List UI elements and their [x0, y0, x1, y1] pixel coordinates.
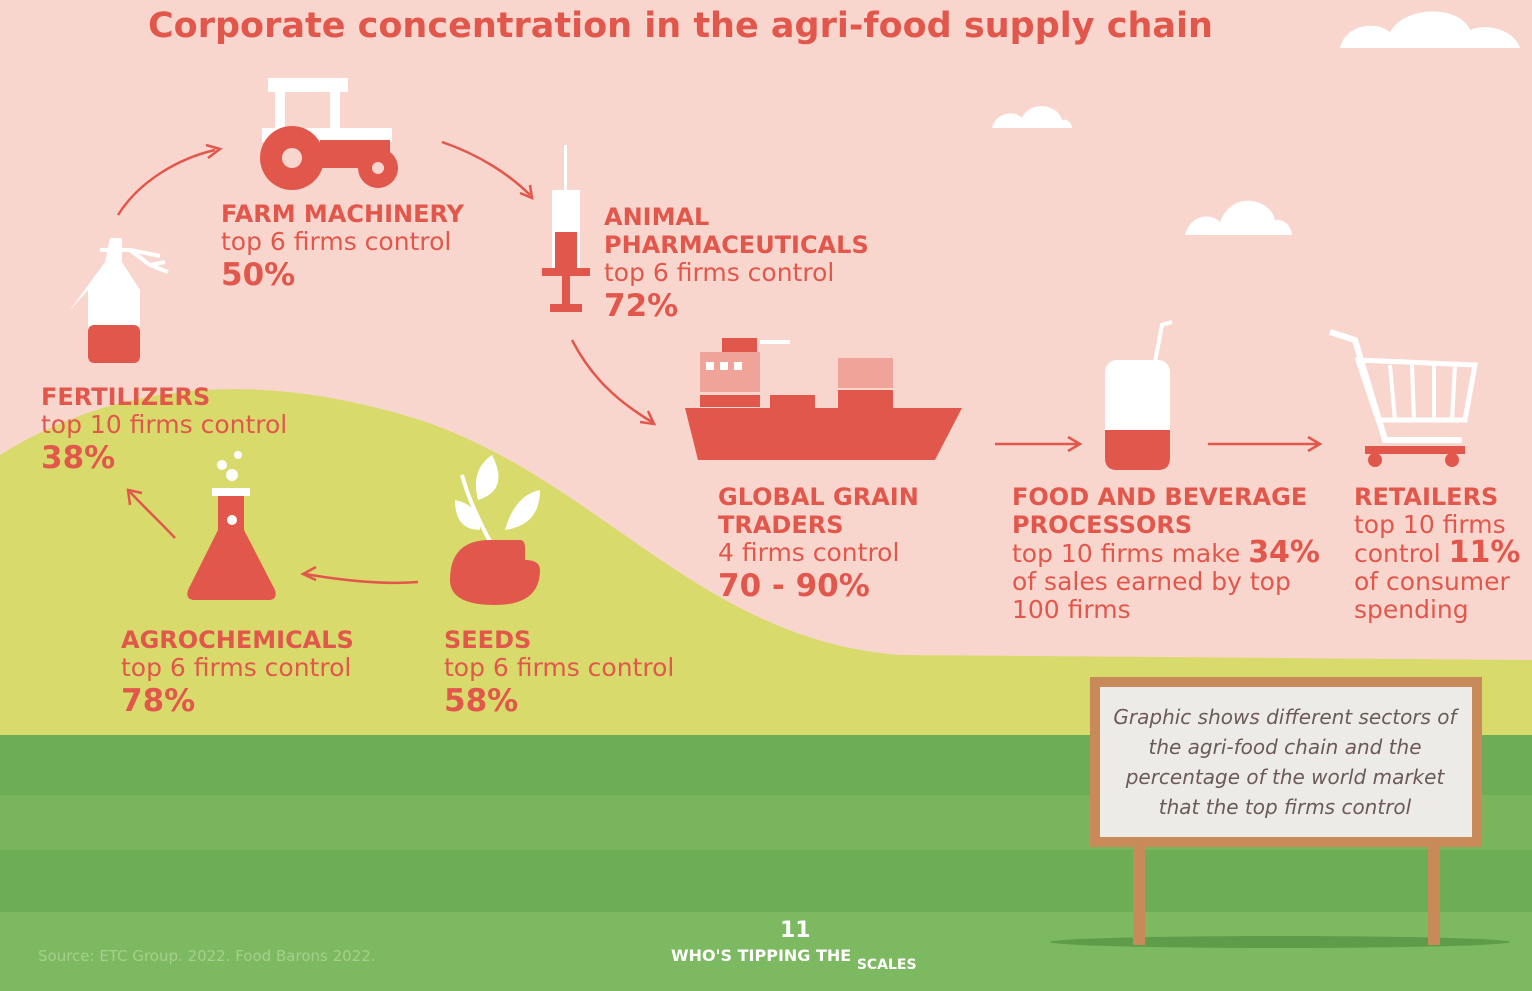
sector-value: 58% [444, 683, 519, 719]
sector-value: 78% [121, 683, 196, 719]
sector: RETAILERS top 10 firms control 11% of con… [1354, 483, 1532, 624]
sector-description: of consumer spending [1354, 567, 1510, 624]
sector-description: top 6 firms control [121, 653, 352, 682]
sign-text: Graphic shows different sectors of the a… [1113, 705, 1457, 819]
clouds [992, 11, 1520, 235]
sector: SEEDS top 6 firms control 58% [444, 626, 744, 720]
sector-name: SEEDS [444, 626, 532, 654]
sector-name: AGROCHEMICALS [121, 626, 354, 654]
syringe-icon [542, 145, 590, 312]
sector-value: 50% [221, 257, 296, 293]
sprayer-icon [70, 238, 169, 363]
sector-name: GLOBAL GRAIN TRADERS [718, 483, 919, 539]
arrows [116, 140, 1323, 585]
sector-value: 70 - 90% [718, 568, 870, 604]
sector-value: 38% [41, 440, 116, 476]
sector-value: 72% [604, 288, 679, 324]
sector-description: top 10 firms control [41, 410, 288, 439]
sector-name: FOOD AND BEVERAGE PROCESSORS [1012, 483, 1308, 539]
sector-text: top 10 firms make 34% of sales earned by… [1012, 538, 1342, 624]
sector-description: of sales earned by top 100 firms [1012, 567, 1291, 624]
sector-description: top 6 firms control [221, 227, 452, 256]
brand-text: WHO'S TIPPING THE [671, 946, 852, 965]
title: Corporate concentration in the agri-food… [148, 6, 1213, 46]
flask-icon [187, 451, 276, 600]
field-stripe [0, 850, 1532, 912]
tractor-icon [260, 78, 398, 190]
sector: ANIMAL PHARMACEUTICALS top 6 firms contro… [604, 203, 894, 325]
sector: GLOBAL GRAIN TRADERS 4 firms control 70 - … [718, 483, 938, 605]
sector-description: top 6 firms control [444, 653, 675, 682]
sector-value: 34% [1248, 535, 1320, 570]
ship-icon [685, 338, 962, 460]
sector-description: top 10 firms control [1354, 510, 1506, 568]
signboard [1050, 677, 1510, 948]
field-stripe [0, 912, 1532, 991]
sector-description: top 6 firms control [604, 258, 835, 287]
sector-description: top 10 firms make [1012, 539, 1241, 568]
source: Source: ETC Group. 2022. Food Barons 202… [38, 947, 376, 965]
page-number: 11 [780, 918, 811, 943]
can-icon [1105, 320, 1173, 470]
seedling-icon [450, 455, 540, 605]
sector: AGROCHEMICALS top 6 firms control 78% [121, 626, 421, 720]
cart-icon [1329, 329, 1478, 467]
sector-text: top 10 firms control 11% of consumer spe… [1354, 511, 1532, 624]
sector-name: FARM MACHINERY [221, 200, 465, 228]
sector: FARM MACHINERY top 6 firms control 50% [221, 200, 521, 294]
sector-name: RETAILERS [1354, 483, 1499, 511]
sector-name: FERTILIZERS [41, 383, 211, 411]
sector-description: 4 firms control [718, 538, 900, 567]
sector: FOOD AND BEVERAGE PROCESSORS top 10 firms… [1012, 483, 1342, 624]
brand-text: SCALES [856, 957, 917, 973]
sector-value: 11% [1448, 535, 1521, 570]
sector-name: ANIMAL PHARMACEUTICALS [604, 203, 869, 259]
sector: FERTILIZERS top 10 firms control 38% [41, 383, 341, 477]
brand: WHO'S TIPPING THE SCALES [671, 946, 917, 973]
